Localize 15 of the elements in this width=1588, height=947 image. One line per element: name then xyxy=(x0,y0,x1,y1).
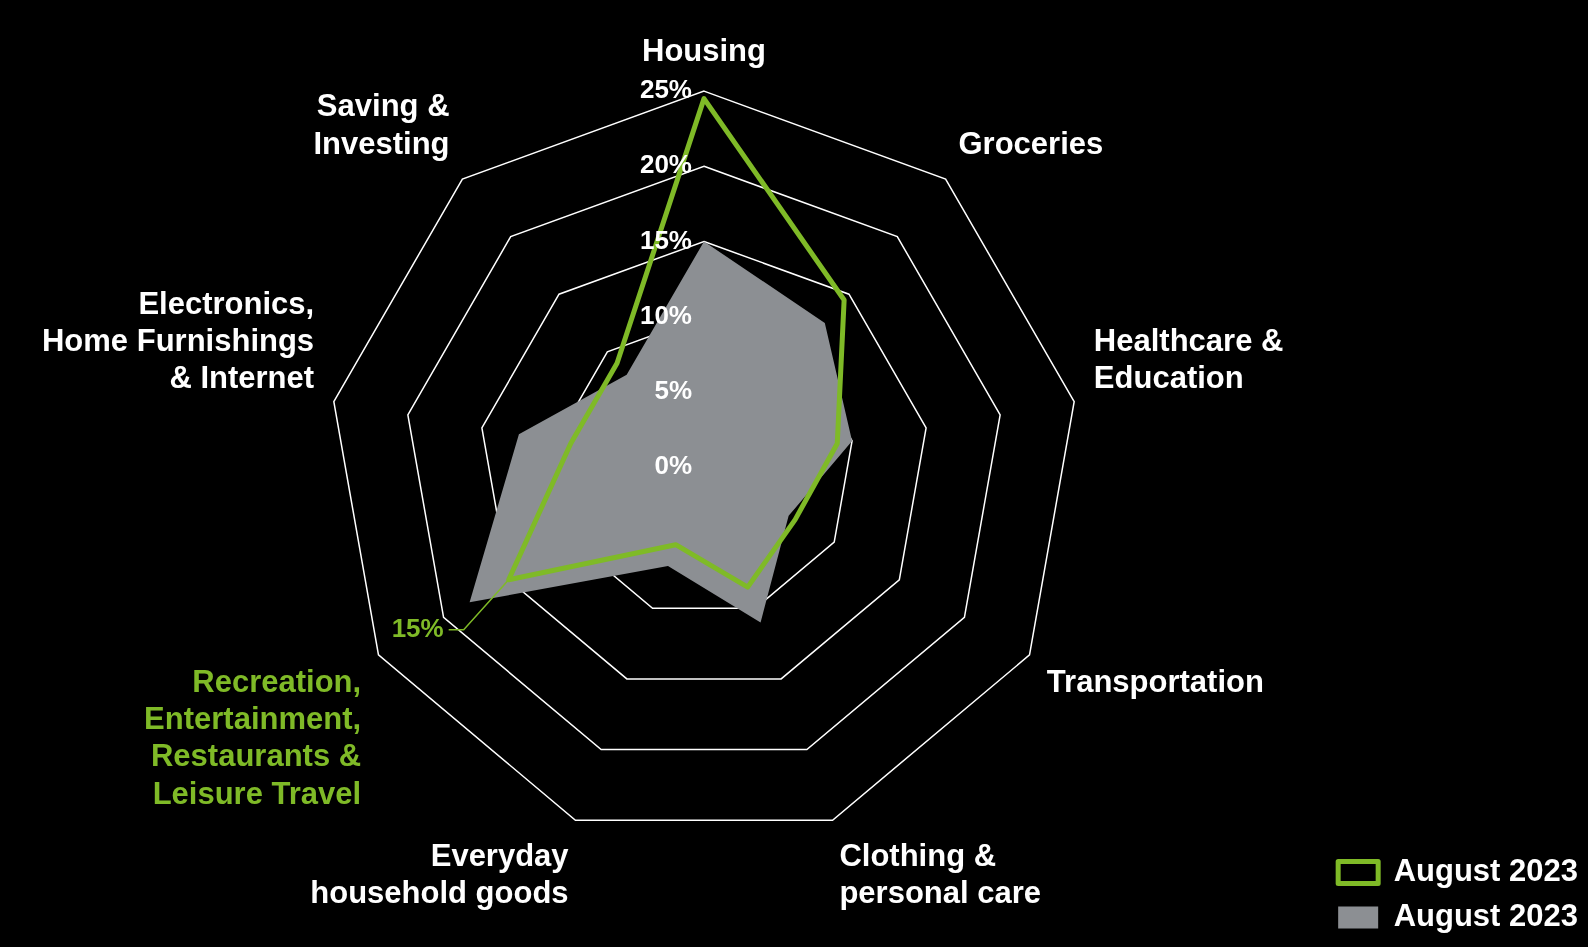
spoke-label: Housing xyxy=(642,33,766,69)
spoke-label: Electronics, Home Furnishings & Internet xyxy=(41,285,315,396)
spoke-label: Groceries xyxy=(958,125,1104,161)
spoke-label: Everyday household goods xyxy=(310,838,570,911)
y-tick-label: 25% xyxy=(639,74,692,105)
y-tick-label: 0% xyxy=(654,450,692,481)
spoke-label: Healthcare & Education xyxy=(1093,323,1284,396)
legend-label: August 2023 xyxy=(1393,898,1579,934)
spoke-label: Recreation, Entertainment, Restaurants & Leisure Travel xyxy=(144,664,362,811)
spoke-label: Clothing & personal care xyxy=(839,838,1042,911)
legend-label: August 2023 xyxy=(1393,853,1579,889)
y-tick-label: 5% xyxy=(654,374,692,405)
spoke-label: Transportation xyxy=(1046,664,1264,700)
spoke-label: Saving & Investing xyxy=(313,88,450,161)
data-label: 15% xyxy=(391,612,444,643)
